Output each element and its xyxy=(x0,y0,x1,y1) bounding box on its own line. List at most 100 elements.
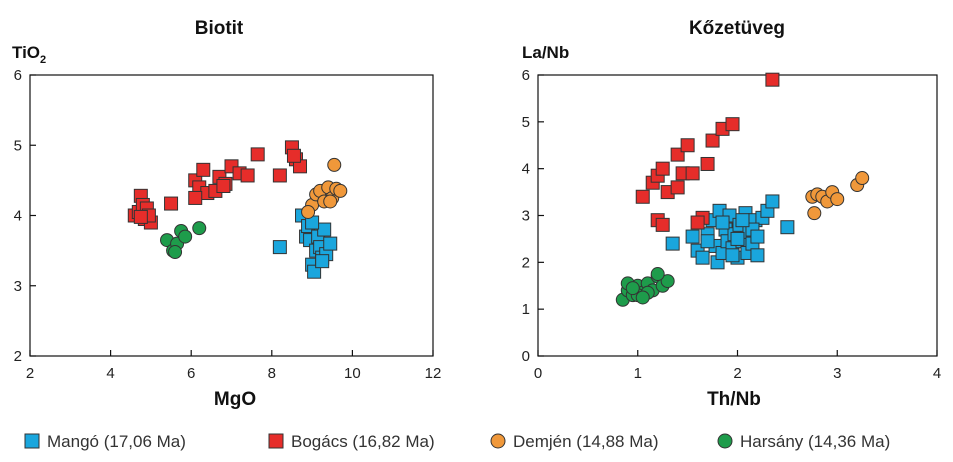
kozetuveg-y-tick-label: 1 xyxy=(522,301,530,318)
legend-label-bogacs: Bogács (16,82 Ma) xyxy=(291,432,435,451)
kozetuveg-demjen-point xyxy=(807,206,822,221)
biotit-points xyxy=(127,140,348,279)
biotit-mango-point xyxy=(323,236,338,251)
kozetuveg-mango-point xyxy=(765,194,780,209)
kozetuveg-mango-point xyxy=(735,213,750,228)
legend-marker-demjen xyxy=(490,433,506,449)
biotit-plot-frame xyxy=(29,74,434,357)
kozetuveg-harsany-point xyxy=(660,274,675,289)
biotit-bogacs-point xyxy=(250,147,265,162)
biotit-y-axis-label: TiO2 xyxy=(12,43,46,66)
kozetuveg-mango-point xyxy=(730,231,745,246)
kozetuveg-mango-point xyxy=(715,215,730,230)
biotit-x-tick-label: 10 xyxy=(344,365,361,382)
kozetuveg-x-tick-label: 0 xyxy=(534,365,542,382)
kozetuveg-points xyxy=(615,72,870,307)
legend-marker-harsany xyxy=(717,433,733,449)
biotit-demjen-point xyxy=(333,183,348,198)
biotit-x-axis-label: MgO xyxy=(214,389,256,410)
biotit-mango-point xyxy=(272,240,287,255)
biotit-x-tick-label: 8 xyxy=(268,365,276,382)
legend-marker-bogacs xyxy=(268,433,284,449)
biotit-demjen-point xyxy=(301,204,316,219)
kozetuveg-panel: Kőzetüveg La/Nb Th/Nb 0 1 2 3 4 0 1 2 3 4 5 6 xyxy=(522,18,942,410)
kozetuveg-y-tick-label: 2 xyxy=(522,254,530,271)
biotit-harsany-point xyxy=(192,221,207,236)
biotit-bogacs-point xyxy=(164,196,179,211)
kozetuveg-bogacs-point xyxy=(705,133,720,148)
kozetuveg-mango-point xyxy=(750,229,765,244)
kozetuveg-harsany-point xyxy=(650,267,665,282)
legend-label-harsany: Harsány (14,36 Ma) xyxy=(740,432,890,451)
legend-label-mango: Mangó (17,06 Ma) xyxy=(47,432,186,451)
kozetuveg-bogacs-point xyxy=(655,161,670,176)
biotit-bogacs-point xyxy=(188,190,203,205)
kozetuveg-bogacs-point xyxy=(680,138,695,153)
biotit-x-tick-label: 6 xyxy=(187,365,195,382)
biotit-y-tick-label: 5 xyxy=(14,137,22,154)
biotit-x-tick-label: 2 xyxy=(26,365,34,382)
kozetuveg-x-tick-label: 4 xyxy=(933,365,941,382)
kozetuveg-ticks: 0 1 2 3 4 0 1 2 3 4 5 6 xyxy=(522,67,942,382)
biotit-demjen-point xyxy=(327,157,342,172)
kozetuveg-bogacs-point xyxy=(765,72,780,87)
kozetuveg-y-tick-label: 4 xyxy=(522,161,530,178)
kozetuveg-bogacs-point xyxy=(690,215,705,230)
kozetuveg-x-tick-label: 1 xyxy=(634,365,642,382)
legend-label-demjen: Demjén (14,88 Ma) xyxy=(513,432,659,451)
biotit-bogacs-point xyxy=(286,148,301,163)
kozetuveg-bogacs-point xyxy=(700,156,715,171)
biotit-y-tick-label: 2 xyxy=(14,348,22,365)
biotit-ticks: 2 4 6 8 10 12 2 3 4 5 6 xyxy=(14,67,442,382)
kozetuveg-mango-point xyxy=(665,236,680,251)
kozetuveg-mango-point xyxy=(700,234,715,249)
biotit-y-tick-label: 6 xyxy=(14,67,22,84)
kozetuveg-harsany-point xyxy=(635,290,650,305)
biotit-bogacs-point xyxy=(240,168,255,183)
kozetuveg-bogacs-point xyxy=(635,189,650,204)
kozetuveg-demjen-point xyxy=(855,171,870,186)
kozetuveg-mango-point xyxy=(685,229,700,244)
kozetuveg-bogacs-point xyxy=(685,166,700,181)
kozetuveg-y-tick-label: 5 xyxy=(522,114,530,131)
biotit-y-tick-label: 4 xyxy=(14,208,22,225)
kozetuveg-x-tick-label: 2 xyxy=(733,365,741,382)
biotit-harsany-point xyxy=(178,229,193,244)
kozetuveg-x-axis-label: Th/Nb xyxy=(707,389,761,410)
kozetuveg-demjen-point xyxy=(830,192,845,207)
kozetuveg-bogacs-point xyxy=(655,217,670,232)
legend-marker-mango xyxy=(24,433,40,449)
kozetuveg-bogacs-point xyxy=(670,180,685,195)
biotit-mango-point xyxy=(317,222,332,237)
biotit-demjen-point xyxy=(323,194,338,209)
biotit-bogacs-point xyxy=(133,209,148,224)
biotit-bogacs-point xyxy=(272,168,287,183)
biotit-y-label-main: TiO xyxy=(12,43,40,62)
kozetuveg-mango-point xyxy=(780,220,795,235)
legend: Mangó (17,06 Ma) Bogács (16,82 Ma) Demjén … xyxy=(24,432,890,451)
biotit-x-tick-label: 12 xyxy=(425,365,442,382)
biotit-title: Biotit xyxy=(195,18,244,39)
biotit-y-label-sub: 2 xyxy=(40,54,46,66)
kozetuveg-y-axis-label: La/Nb xyxy=(522,43,569,62)
biotit-harsany-point xyxy=(168,245,183,260)
kozetuveg-title: Kőzetüveg xyxy=(689,18,785,39)
kozetuveg-harsany-point xyxy=(625,281,640,296)
biotit-bogacs-point xyxy=(216,178,231,193)
biotit-y-tick-label: 3 xyxy=(14,278,22,295)
biotit-mango-point xyxy=(315,254,330,269)
kozetuveg-x-tick-label: 3 xyxy=(833,365,841,382)
biotit-mango-point xyxy=(307,264,322,279)
kozetuveg-y-tick-label: 6 xyxy=(522,67,530,84)
kozetuveg-mango-point xyxy=(750,248,765,263)
kozetuveg-y-tick-label: 0 xyxy=(522,348,530,365)
kozetuveg-bogacs-point xyxy=(725,117,740,132)
biotit-x-tick-label: 4 xyxy=(106,365,114,382)
kozetuveg-mango-point xyxy=(725,248,740,263)
kozetuveg-mango-point xyxy=(695,250,710,265)
biotit-bogacs-point xyxy=(196,162,211,177)
kozetuveg-y-tick-label: 3 xyxy=(522,208,530,225)
kozetuveg-y-label-main: La/Nb xyxy=(522,43,569,62)
